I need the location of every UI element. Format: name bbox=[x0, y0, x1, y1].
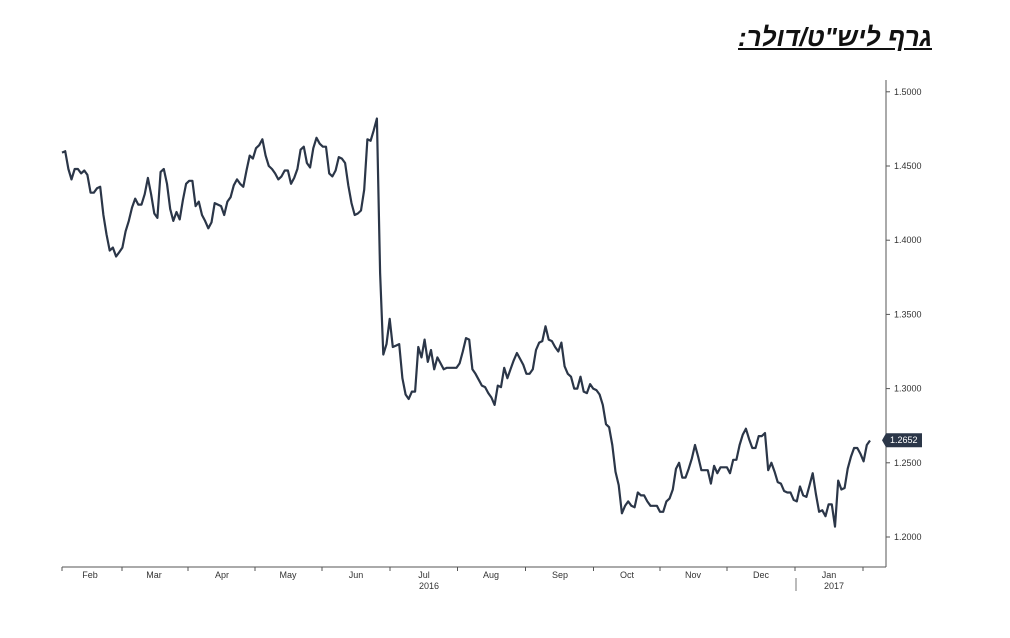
x-tick-label-dec: Dec bbox=[753, 570, 770, 580]
x-tick-label-feb: Feb bbox=[82, 570, 98, 580]
y-tick-label-1.4500: 1.4500 bbox=[894, 161, 922, 171]
chart-series bbox=[61, 117, 871, 528]
y-tick-label-1.3500: 1.3500 bbox=[894, 309, 922, 319]
x-tick-label-mar: Mar bbox=[146, 570, 162, 580]
y-tick-label-1.5000: 1.5000 bbox=[894, 87, 922, 97]
x-tick-label-aug: Aug bbox=[483, 570, 499, 580]
series-line bbox=[61, 117, 871, 528]
y-tick-label-1.2000: 1.2000 bbox=[894, 532, 922, 542]
chart-axes bbox=[62, 80, 887, 568]
x-tick-label-oct: Oct bbox=[620, 570, 635, 580]
last-value-marker: 1.2652 bbox=[882, 433, 922, 448]
y-tick-label-1.4000: 1.4000 bbox=[894, 235, 922, 245]
y-tick-label-1.2500: 1.2500 bbox=[894, 458, 922, 468]
x-tick-label-jan: Jan bbox=[822, 570, 837, 580]
x-tick-label-apr: Apr bbox=[215, 570, 229, 580]
x-year-label-2017: 2017 bbox=[824, 581, 844, 591]
y-tick-label-1.3000: 1.3000 bbox=[894, 384, 922, 394]
x-tick-label-sep: Sep bbox=[552, 570, 568, 580]
x-tick-label-may: May bbox=[279, 570, 297, 580]
chart-ticks: Feb Mar Apr May Jun Jul Aug Sep Oct Nov Dec Jan 2016… bbox=[61, 87, 922, 591]
x-tick-label-jul: Jul bbox=[418, 570, 430, 580]
x-tick-label-jun: Jun bbox=[349, 570, 364, 580]
chart-title: גרף ליש"ט/דולר: bbox=[738, 22, 932, 52]
x-year-label-2016: 2016 bbox=[419, 581, 439, 591]
x-tick-label-nov: Nov bbox=[685, 570, 702, 580]
last-value-label: 1.2652 bbox=[890, 435, 918, 445]
last-value-tag bbox=[882, 433, 922, 448]
